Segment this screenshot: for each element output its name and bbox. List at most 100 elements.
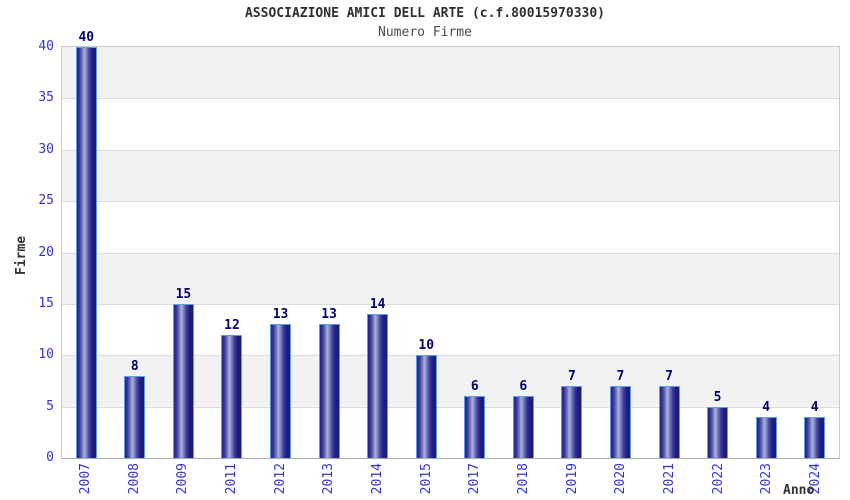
x-tick-label-2008: 2008 <box>110 463 159 494</box>
bar-value-label: 8 <box>130 359 139 374</box>
bar-2018: 6 <box>512 379 534 458</box>
x-tick-label-text: 2022 <box>710 463 726 495</box>
bar-value-label: 12 <box>224 318 240 333</box>
y-tick-label: 10 <box>38 347 54 363</box>
bar-2021: 7 <box>658 369 680 458</box>
bar-2020: 7 <box>609 369 631 458</box>
x-tick-label-text: 2017 <box>467 463 483 495</box>
bar-2007: 40 <box>75 30 97 458</box>
gridline <box>62 201 839 203</box>
bar-slot: 13 <box>256 47 305 458</box>
x-tick-label-text: 2020 <box>613 463 629 495</box>
bar-2023: 4 <box>755 400 777 458</box>
y-tick-label: 0 <box>46 450 54 465</box>
x-tick-label-2014: 2014 <box>353 463 402 494</box>
y-tick-label: 20 <box>38 244 54 260</box>
x-tick-label-2021: 2021 <box>645 463 694 494</box>
x-tick-label-text: 2019 <box>564 463 580 495</box>
bar-2009: 15 <box>172 287 194 458</box>
bar-value-label: 13 <box>272 307 289 322</box>
bar-slot: 4 <box>742 47 791 458</box>
x-tick-label-text: 2018 <box>516 463 532 495</box>
chart-title: ASSOCIAZIONE AMICI DELL ARTE (c.f.800159… <box>244 6 606 21</box>
bar-slot: 15 <box>159 47 208 458</box>
x-tick-label-2013: 2013 <box>304 463 353 494</box>
gridline <box>62 252 839 254</box>
x-tick-label-2009: 2009 <box>158 463 207 494</box>
bar-2014: 14 <box>367 297 389 458</box>
bar-value-label: 5 <box>713 390 722 405</box>
bar-slot: 5 <box>693 47 742 458</box>
x-tick-label-2019: 2019 <box>548 463 597 494</box>
bar-2019: 7 <box>561 369 583 458</box>
x-tick-label-2007: 2007 <box>61 463 110 494</box>
bar-slot: 12 <box>208 47 257 458</box>
bar-2008: 8 <box>124 359 146 458</box>
x-tick-label-2022: 2022 <box>694 463 743 494</box>
bar-slot: 6 <box>451 47 500 458</box>
x-tick-label-text: 2023 <box>759 463 775 495</box>
gridline <box>62 406 839 408</box>
bar-slot: 7 <box>548 47 597 458</box>
bars-row: 40 8 15 12 13 13 14 10 6 6 7 7 7 5 4 4 <box>62 30 839 458</box>
bar-slot: 7 <box>596 47 645 458</box>
bar-2022: 5 <box>707 390 729 458</box>
y-tick-label: 15 <box>38 295 54 311</box>
gridline <box>62 149 839 151</box>
bar-slot: 6 <box>499 47 548 458</box>
x-tick-label-text: 2007 <box>77 463 93 495</box>
x-tick-label-2015: 2015 <box>402 463 451 494</box>
x-tick-label-text: 2009 <box>175 463 191 495</box>
x-tick-label-text: 2008 <box>126 463 142 495</box>
bar-slot: 7 <box>645 47 694 458</box>
bar-value-label: 13 <box>321 307 337 322</box>
bar-slot: 40 <box>62 30 111 458</box>
bar-slot: 14 <box>353 47 402 458</box>
y-tick-label: 5 <box>46 398 54 414</box>
y-tick-label: 25 <box>38 193 54 209</box>
bar-value-label: 4 <box>762 400 771 415</box>
y-tick-label: 30 <box>38 141 54 157</box>
bar-slot: 8 <box>111 47 160 458</box>
x-tick-label-2020: 2020 <box>597 463 646 494</box>
x-axis-ticks: 2007 2008 2009 2011 2012 2013 2014 2015 2017 2018… <box>61 463 840 500</box>
y-tick-label: 35 <box>38 90 54 106</box>
x-tick-label-text: 2012 <box>272 463 288 495</box>
bar-slot: 13 <box>305 47 354 458</box>
bar-value-label: 40 <box>78 30 95 45</box>
x-tick-label-text: 2015 <box>418 463 434 495</box>
x-tick-label-2018: 2018 <box>499 463 548 494</box>
x-tick-label-text: 2014 <box>369 463 385 495</box>
bar-value-label: 7 <box>665 369 673 384</box>
x-tick-label-text: 2011 <box>223 463 239 495</box>
x-axis-title: Anno <box>783 483 815 498</box>
bar-2017: 6 <box>464 379 486 458</box>
gridline <box>62 303 839 305</box>
gridline <box>62 98 839 100</box>
bar-value-label: 4 <box>810 400 819 415</box>
bar-value-label: 6 <box>470 379 479 394</box>
bar-2012: 13 <box>270 307 292 458</box>
bar-2011: 12 <box>221 318 243 458</box>
plot-area: 40 8 15 12 13 13 14 10 6 6 7 7 7 5 4 4 <box>61 30 840 459</box>
x-tick-label-text: 2013 <box>321 463 337 495</box>
bar-slot: 10 <box>402 47 451 458</box>
x-tick-label-2012: 2012 <box>256 463 305 494</box>
x-tick-label-2017: 2017 <box>451 463 500 494</box>
bar-value-label: 6 <box>519 379 528 394</box>
x-tick-label-text: 2021 <box>662 463 678 495</box>
bar-value-label: 14 <box>369 297 386 312</box>
y-tick-label: 40 <box>38 39 54 54</box>
bar-2013: 13 <box>318 307 340 458</box>
bar-slot: 4 <box>790 47 839 458</box>
bar-value-label: 10 <box>418 338 435 353</box>
bar-2015: 10 <box>415 338 437 458</box>
bar-value-label: 15 <box>175 287 192 302</box>
gridline <box>62 355 839 357</box>
x-tick-label-2011: 2011 <box>207 463 256 494</box>
bar-2024: 4 <box>804 400 826 458</box>
bar-value-label: 7 <box>567 369 576 384</box>
bar-value-label: 7 <box>616 369 625 384</box>
chart-subtitle: Numero Firme <box>378 25 472 40</box>
